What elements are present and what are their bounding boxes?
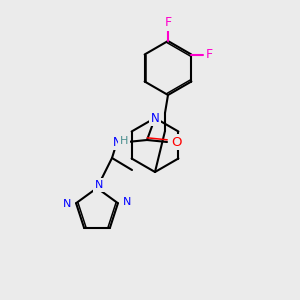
Text: F: F — [206, 48, 213, 61]
Text: O: O — [171, 136, 181, 148]
Text: N: N — [151, 112, 159, 124]
Text: N: N — [63, 199, 71, 209]
Text: F: F — [164, 16, 172, 29]
Text: H: H — [120, 136, 128, 146]
Text: N: N — [112, 136, 122, 148]
Text: N: N — [95, 180, 103, 190]
Text: N: N — [123, 197, 131, 207]
